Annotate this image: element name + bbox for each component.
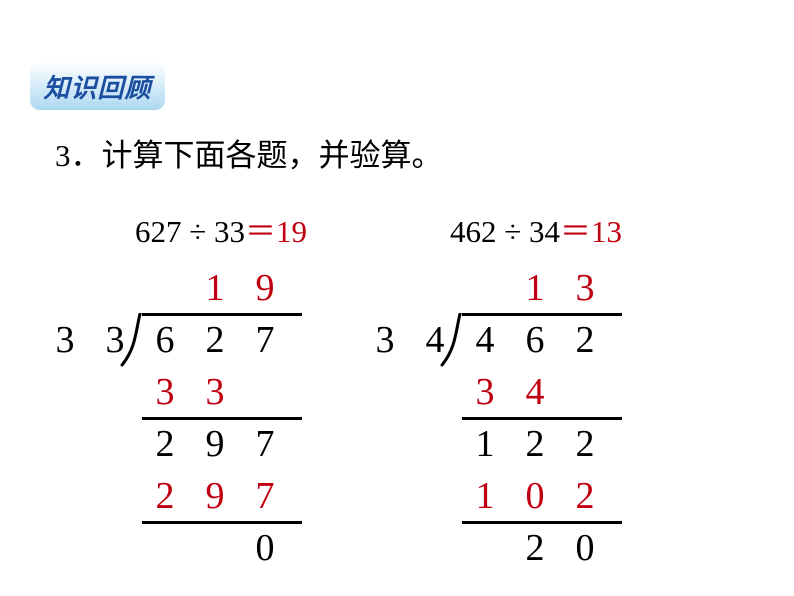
digit-cell: 2 <box>140 422 190 466</box>
digit-cell: 4 <box>460 318 510 362</box>
digit-cell: 2 <box>510 526 560 570</box>
digit-cell: 7 <box>240 474 290 518</box>
digit-cell: 9 <box>190 474 240 518</box>
division-line <box>142 521 302 524</box>
equation-2-rhs: 13 <box>591 214 622 250</box>
equation-1-rhs: 19 <box>276 214 307 250</box>
digit-cell: 2 <box>560 422 610 466</box>
section-badge-text: 知识回顾 <box>43 68 151 105</box>
equation-1: 627 ÷ 33 ＝ 19 <box>135 206 307 251</box>
digit-cell: 1 <box>190 266 240 310</box>
division-bracket-icon <box>440 313 462 367</box>
section-badge: 知识回顾 <box>30 62 165 110</box>
equation-2-eq: ＝ <box>560 206 591 251</box>
digit-cell: 3 <box>460 370 510 414</box>
digit-cell: 0 <box>510 474 560 518</box>
equation-2: 462 ÷ 34 ＝ 13 <box>450 206 622 251</box>
digit-cell: 2 <box>560 474 610 518</box>
division-line <box>142 313 302 316</box>
division-line <box>462 521 622 524</box>
digit-cell: 1 <box>510 266 560 310</box>
digit-cell: 2 <box>510 422 560 466</box>
digit-cell: 1 <box>460 474 510 518</box>
equation-1-eq: ＝ <box>245 206 276 251</box>
digit-cell: 7 <box>240 318 290 362</box>
digit-cell: 3 <box>40 318 90 362</box>
digit-cell: 6 <box>140 318 190 362</box>
digit-cell: 2 <box>190 318 240 362</box>
digit-cell: 9 <box>190 422 240 466</box>
digit-cell: 6 <box>510 318 560 362</box>
digit-cell: 4 <box>510 370 560 414</box>
digit-cell: 2 <box>560 318 610 362</box>
equation-2-lhs: 462 ÷ 34 <box>450 214 560 250</box>
digit-cell: 3 <box>360 318 410 362</box>
problem-instruction: 3．计算下面各题，并验算。 <box>55 130 443 175</box>
digit-cell: 3 <box>140 370 190 414</box>
problem-text: 计算下面各题，并验算。 <box>102 138 443 173</box>
digit-cell: 1 <box>460 422 510 466</box>
digit-cell: 0 <box>560 526 610 570</box>
digit-cell: 2 <box>140 474 190 518</box>
digit-cell: 9 <box>240 266 290 310</box>
full-stop-icon: ． <box>71 138 102 173</box>
digit-cell: 3 <box>190 370 240 414</box>
division-line <box>142 417 302 420</box>
digit-cell: 3 <box>560 266 610 310</box>
problem-number: 3 <box>55 138 71 173</box>
division-bracket-icon <box>120 313 142 367</box>
equation-1-lhs: 627 ÷ 33 <box>135 214 245 250</box>
slide-canvas: 知识回顾 3．计算下面各题，并验算。 627 ÷ 33 ＝ 19 462 ÷ 3… <box>0 0 794 596</box>
division-line <box>462 313 622 316</box>
digit-cell: 0 <box>240 526 290 570</box>
digit-cell: 7 <box>240 422 290 466</box>
division-line <box>462 417 622 420</box>
